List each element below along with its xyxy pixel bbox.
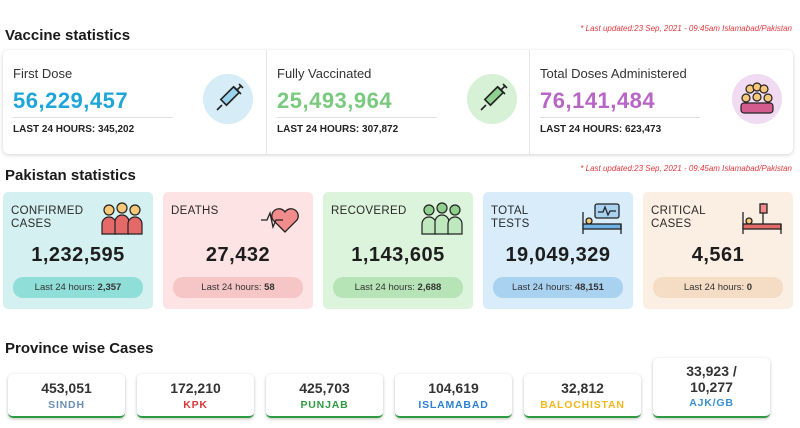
province-name: PUNJAB [300, 399, 349, 411]
province-value: 32,812 [561, 380, 604, 396]
province-name: SINDH [48, 399, 85, 411]
confirmed-cases-card: CONFIRMED CASES 1,232,595 Last 24 hours: … [3, 192, 153, 309]
syringe-icon [203, 74, 253, 124]
total-tests-value: 19,049,329 [505, 244, 611, 266]
crowd-icon [732, 74, 782, 124]
deaths-value: 27,432 [205, 244, 271, 266]
province-value: 33,923 / [686, 363, 737, 379]
total-doses-card: Total Doses Administered 76,141,484 LAST… [529, 50, 793, 154]
first-dose-card: First Dose 56,229,457 LAST 24 HOURS: 345… [3, 50, 266, 154]
critical-cases-last24: Last 24 hours: 0 [653, 277, 783, 298]
province-value-secondary: 10,277 [690, 379, 733, 395]
critical-cases-value: 4,561 [691, 244, 745, 266]
fully-vaccinated-last24: LAST 24 HOURS: 307,872 [277, 124, 399, 135]
syringe-icon [467, 74, 517, 124]
fully-vaccinated-value: 25,493,964 [277, 88, 393, 113]
critical-cases-label: CRITICAL CASES [651, 205, 706, 230]
province-card-ajk-gb: 33,923 / 10,277 AJK/GB [653, 358, 770, 418]
recovered-value: 1,143,605 [351, 244, 445, 266]
province-section-title: Province wise Cases [5, 340, 154, 357]
province-name: BALOCHISTAN [540, 399, 625, 411]
province-card-balochistan: 32,812 BALOCHISTAN [524, 374, 641, 418]
critical-bed-icon [739, 200, 785, 238]
fully-vaccinated-card: Fully Vaccinated 25,493,964 LAST 24 HOUR… [266, 50, 529, 154]
recovered-last24: Last 24 hours: 2,688 [333, 277, 463, 298]
people-icon [99, 200, 145, 238]
province-value: 453,051 [41, 380, 92, 396]
divider [277, 117, 437, 118]
confirmed-cases-last24: Last 24 hours: 2,357 [13, 277, 143, 298]
province-name: AJK/GB [689, 397, 734, 409]
deaths-last24: Last 24 hours: 58 [173, 277, 303, 298]
province-card-punjab: 425,703 PUNJAB [266, 374, 383, 418]
divider [540, 117, 700, 118]
hospital-bed-icon [579, 200, 625, 238]
divider [13, 117, 173, 118]
province-name: KPK [183, 399, 208, 411]
first-dose-label: First Dose [13, 66, 73, 81]
vaccine-last-updated: * Last updated:23 Sep, 2021 - 09:45am Is… [580, 24, 792, 33]
recovered-people-icon [419, 200, 465, 238]
total-doses-label: Total Doses Administered [540, 66, 687, 81]
province-card-islamabad: 104,619 ISLAMABAD [395, 374, 512, 418]
deaths-label: DEATHS [171, 205, 219, 217]
total-doses-value: 76,141,484 [540, 88, 656, 113]
province-value: 104,619 [428, 380, 479, 396]
province-value: 425,703 [299, 380, 350, 396]
confirmed-cases-label: CONFIRMED CASES [11, 205, 84, 230]
province-card-kpk: 172,210 KPK [137, 374, 254, 418]
pakistan-section-title: Pakistan statistics [5, 167, 136, 184]
recovered-label: RECOVERED [331, 205, 407, 217]
province-value: 172,210 [170, 380, 221, 396]
vaccine-section-title: Vaccine statistics [5, 27, 131, 44]
first-dose-value: 56,229,457 [13, 88, 129, 113]
total-tests-last24: Last 24 hours: 48,151 [493, 277, 623, 298]
vaccine-panel: First Dose 56,229,457 LAST 24 HOURS: 345… [3, 50, 793, 154]
province-card-sindh: 453,051 SINDH [8, 374, 125, 418]
province-name: ISLAMABAD [418, 399, 489, 411]
deaths-card: DEATHS 27,432 Last 24 hours: 58 [163, 192, 313, 309]
first-dose-last24: LAST 24 HOURS: 345,202 [13, 124, 135, 135]
total-doses-last24: LAST 24 HOURS: 623,473 [540, 124, 662, 135]
pakistan-last-updated: * Last updated:23 Sep, 2021 - 09:45am Is… [580, 164, 792, 173]
fully-vaccinated-label: Fully Vaccinated [277, 66, 372, 81]
total-tests-label: TOTAL TESTS [491, 205, 530, 230]
confirmed-cases-value: 1,232,595 [31, 244, 125, 266]
total-tests-card: TOTAL TESTS 19,049,329 Last 24 hours: 48,… [483, 192, 633, 309]
heartbeat-icon [259, 200, 305, 238]
recovered-card: RECOVERED 1,143,605 Last 24 hours: 2,688 [323, 192, 473, 309]
critical-cases-card: CRITICAL CASES 4,561 Last 24 hours: 0 [643, 192, 793, 309]
